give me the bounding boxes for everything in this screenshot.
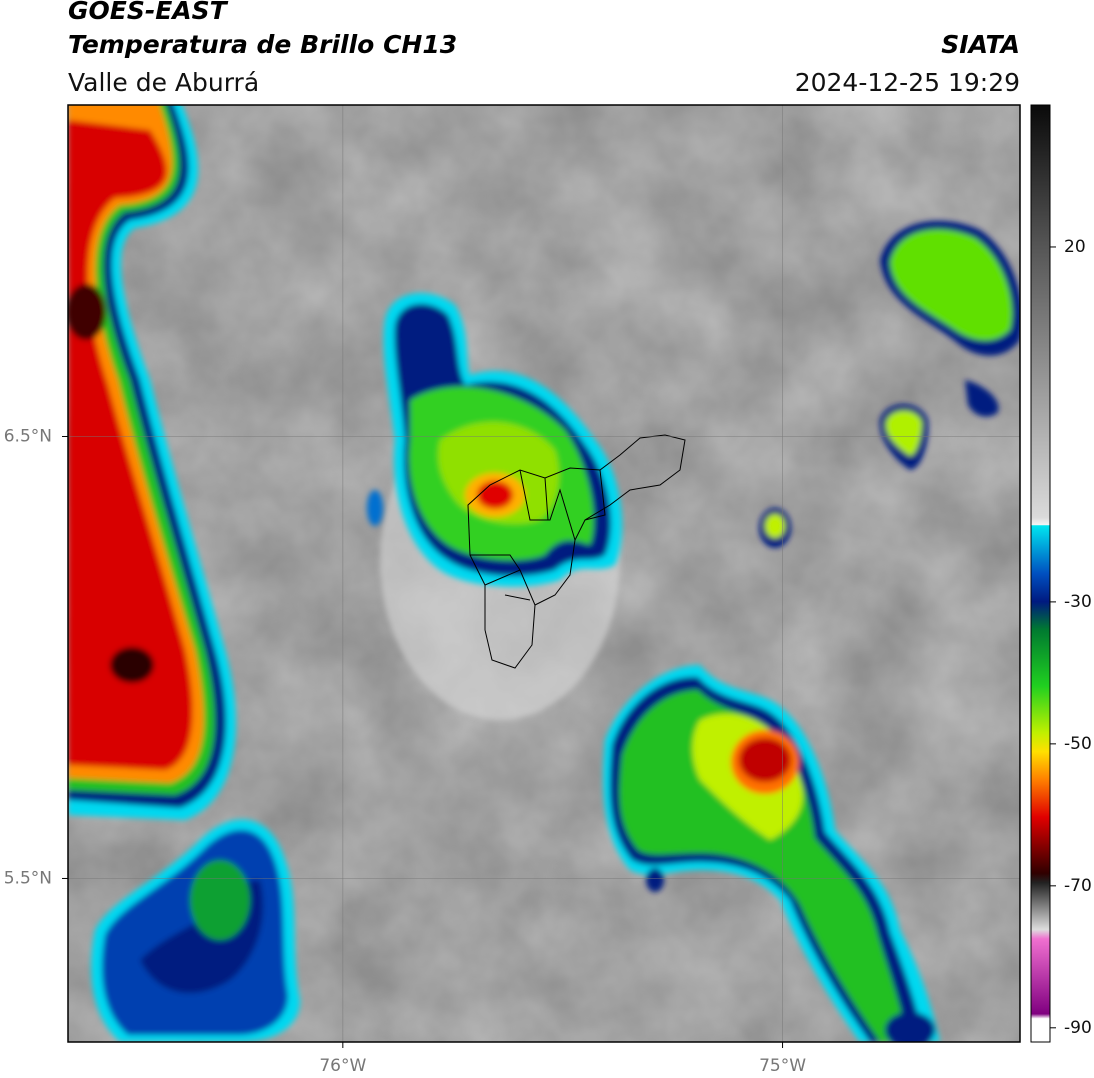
grid: [68, 105, 1020, 1042]
title: GOES-EAST: [68, 0, 229, 25]
x-tick-label: 76°W: [319, 1056, 366, 1076]
map-frame: [67, 104, 1021, 1043]
x-tick-label: 75°W: [759, 1056, 806, 1076]
colorbar-tick-label: -70: [1064, 876, 1092, 896]
y-tick-label: 6.5°N: [4, 426, 52, 446]
source: SIATA: [941, 30, 1020, 59]
y-tick-label: 5.5°N: [4, 868, 52, 888]
map-image: [68, 105, 1020, 1042]
subtitle: Temperatura de Brillo CH13: [68, 30, 457, 59]
colorbar-tick-label: -50: [1064, 734, 1092, 754]
region: Valle de Aburrá: [68, 68, 259, 97]
municipal-boundaries: [467, 434, 686, 669]
colorbar-tick-label: -90: [1064, 1018, 1092, 1038]
colorbar-tick-label: 20: [1064, 237, 1086, 257]
colorbar-tick-label: -30: [1064, 592, 1092, 612]
colorbar: [1030, 104, 1051, 1043]
datetime: 2024-12-25 19:29: [795, 68, 1020, 97]
